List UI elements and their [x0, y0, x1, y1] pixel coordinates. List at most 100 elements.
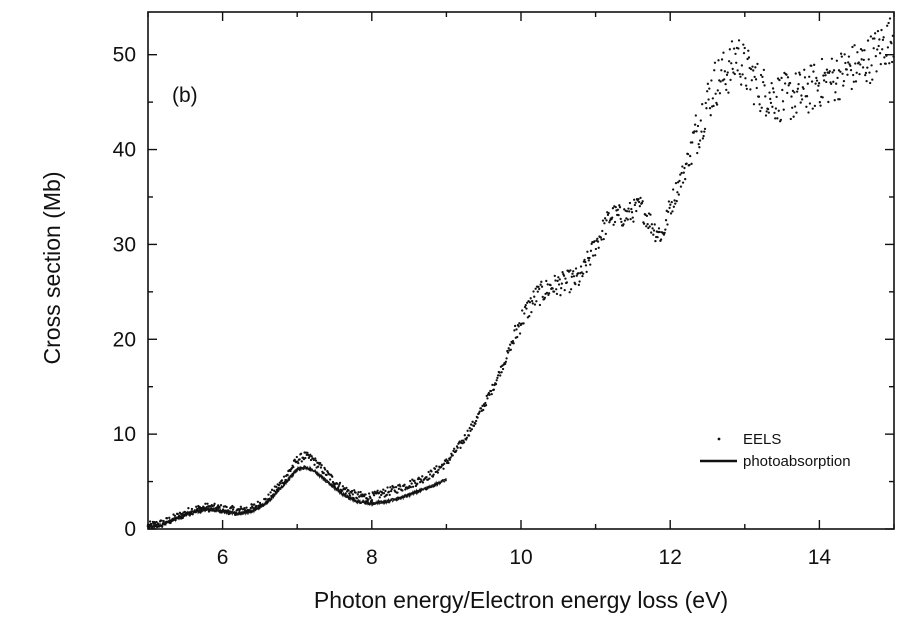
eels-point	[679, 173, 682, 176]
eels-point	[754, 78, 758, 81]
eels-point	[596, 240, 600, 243]
eels-point	[878, 38, 881, 41]
eels-point	[433, 467, 437, 471]
eels-point	[499, 374, 502, 377]
eels-point	[431, 475, 435, 478]
eels-point	[372, 494, 376, 497]
eels-point	[620, 220, 623, 224]
eels-point	[428, 477, 431, 480]
eels-point	[445, 458, 448, 461]
eels-point	[785, 73, 788, 76]
eels-point	[286, 473, 289, 477]
eels-point	[888, 62, 891, 65]
eels-point	[673, 199, 676, 202]
eels-point	[740, 83, 743, 86]
eels-point	[312, 458, 315, 462]
eels-point	[594, 247, 598, 251]
eels-point	[733, 72, 736, 76]
eels-point	[496, 376, 499, 380]
eels-point	[631, 216, 634, 219]
legend-eels-marker	[717, 437, 721, 441]
eels-point	[482, 408, 485, 412]
eels-point	[882, 36, 885, 39]
eels-point	[671, 188, 675, 191]
eels-point	[800, 98, 804, 101]
eels-point	[694, 114, 697, 117]
eels-point	[883, 56, 886, 59]
eels-point	[844, 61, 847, 65]
eels-point	[307, 453, 310, 457]
eels-point	[870, 64, 873, 67]
eels-point	[701, 103, 704, 106]
eels-point	[425, 475, 428, 479]
eels-point	[640, 201, 644, 205]
eels-point	[693, 130, 696, 133]
eels-point	[808, 102, 812, 105]
eels-point	[696, 124, 700, 128]
eels-point	[816, 89, 819, 92]
eels-point	[354, 491, 357, 494]
eels-point	[450, 452, 453, 455]
eels-point	[742, 43, 745, 46]
eels-point	[796, 90, 799, 93]
eels-point	[699, 119, 702, 122]
eels-point	[623, 219, 627, 222]
eels-point	[612, 223, 615, 226]
eels-point	[571, 272, 574, 275]
eels-point	[309, 453, 312, 456]
eels-point	[634, 201, 637, 204]
eels-point	[421, 475, 424, 478]
eels-point	[462, 441, 466, 444]
eels-point	[645, 214, 649, 218]
eels-point	[697, 142, 700, 146]
eels-point	[549, 283, 552, 287]
eels-point	[616, 208, 620, 211]
eels-point	[552, 290, 556, 293]
eels-point	[877, 44, 880, 48]
eels-point	[206, 502, 209, 505]
eels-point	[607, 211, 610, 215]
eels-point	[367, 492, 371, 495]
eels-point	[376, 489, 379, 492]
eels-point	[743, 46, 746, 50]
eels-point	[657, 227, 661, 230]
eels-point	[232, 506, 235, 509]
eels-point	[633, 198, 636, 201]
eels-point	[725, 73, 729, 77]
eels-point	[239, 505, 242, 508]
eels-point	[382, 492, 386, 495]
eels-point	[674, 202, 677, 205]
eels-point	[337, 485, 340, 488]
eels-point	[797, 82, 800, 86]
eels-point	[831, 71, 834, 74]
eels-point	[738, 72, 741, 76]
eels-point	[839, 70, 842, 73]
eels-point	[604, 232, 607, 236]
eels-point	[885, 54, 888, 57]
eels-point	[313, 463, 316, 466]
eels-point	[608, 221, 611, 224]
eels-point	[509, 348, 513, 351]
eels-point	[613, 220, 617, 224]
eels-point	[842, 79, 846, 83]
eels-point	[718, 92, 722, 95]
eels-point	[451, 454, 454, 457]
eels-point	[584, 264, 588, 267]
eels-point	[684, 177, 687, 181]
eels-point	[793, 91, 796, 94]
eels-point	[563, 288, 566, 292]
eels-point	[806, 82, 809, 85]
eels-point	[512, 342, 515, 345]
eels-point	[730, 62, 733, 65]
eels-point	[672, 205, 676, 208]
eels-point	[756, 62, 759, 66]
eels-point	[589, 249, 593, 252]
eels-point	[533, 303, 537, 306]
eels-point	[496, 374, 500, 377]
eels-point	[830, 57, 834, 60]
eels-point	[708, 87, 711, 90]
eels-point	[864, 71, 868, 75]
eels-point	[651, 227, 654, 230]
eels-point	[791, 89, 795, 93]
